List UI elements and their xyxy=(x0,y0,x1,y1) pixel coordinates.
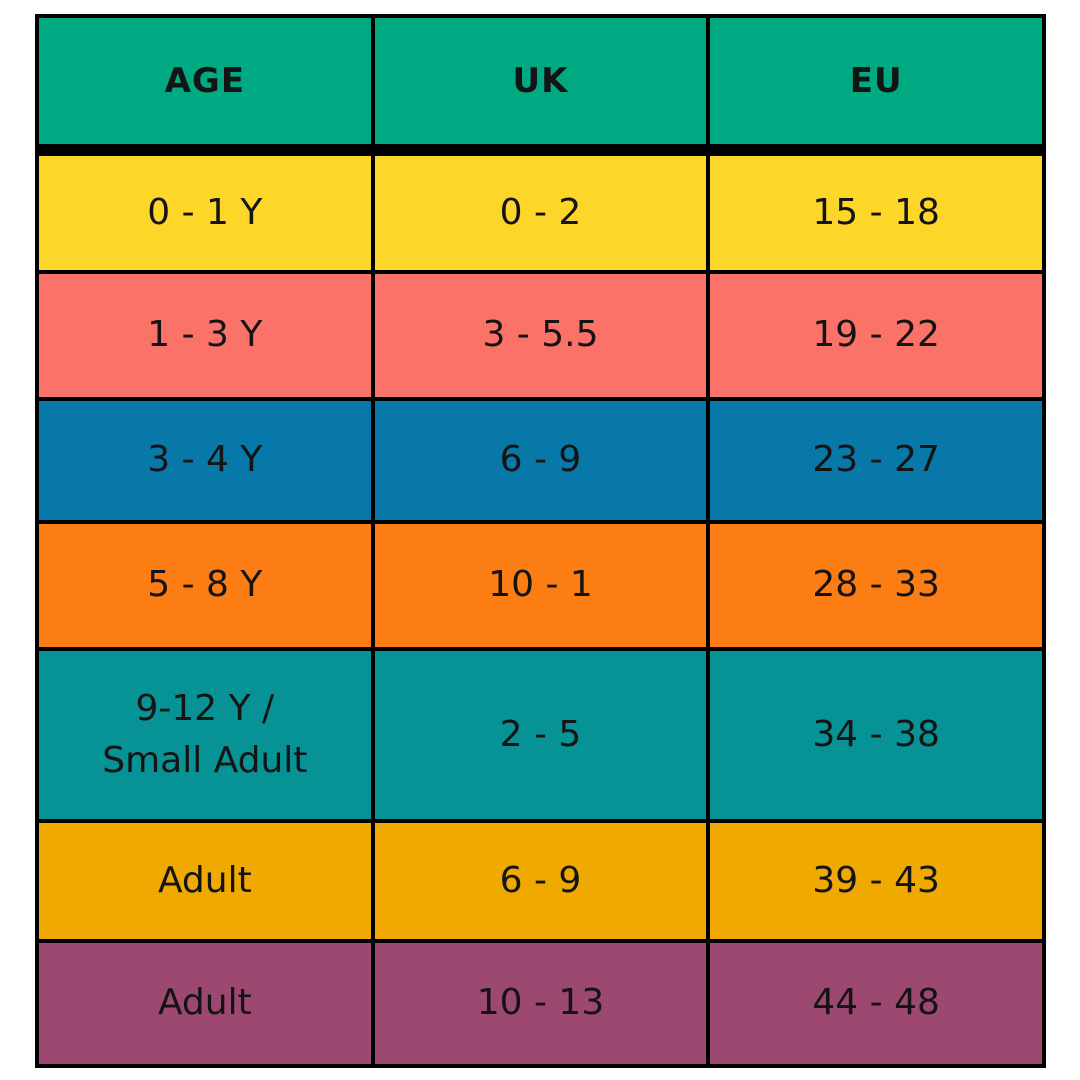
cell-eu: 28 - 33 xyxy=(706,520,1046,651)
table-header-row: AGE UK EU xyxy=(35,14,1046,156)
table-row: Adult 10 - 13 44 - 48 xyxy=(35,939,1046,1068)
cell-eu: 34 - 38 xyxy=(706,647,1046,823)
cell-uk: 0 - 2 xyxy=(370,148,711,274)
cell-age: 3 - 4 Y xyxy=(35,397,375,524)
column-header-uk: UK xyxy=(370,14,711,156)
cell-eu: 23 - 27 xyxy=(706,397,1046,524)
cell-eu: 39 - 43 xyxy=(706,819,1046,943)
table-row: 9-12 Y / Small Adult 2 - 5 34 - 38 xyxy=(35,647,1046,823)
cell-age: 1 - 3 Y xyxy=(35,270,375,401)
cell-uk: 6 - 9 xyxy=(370,397,711,524)
cell-uk: 3 - 5.5 xyxy=(370,270,711,401)
cell-eu: 15 - 18 xyxy=(706,148,1046,274)
table-row: 0 - 1 Y 0 - 2 15 - 18 xyxy=(35,148,1046,274)
table-row: Adult 6 - 9 39 - 43 xyxy=(35,819,1046,943)
cell-uk: 6 - 9 xyxy=(370,819,711,943)
cell-uk: 10 - 13 xyxy=(370,939,711,1068)
size-chart-table: AGE UK EU 0 - 1 Y 0 - 2 15 - 18 1 - 3 Y … xyxy=(35,14,1046,1068)
cell-eu: 19 - 22 xyxy=(706,270,1046,401)
cell-uk: 2 - 5 xyxy=(370,647,711,823)
cell-age: Adult xyxy=(35,939,375,1068)
cell-uk: 10 - 1 xyxy=(370,520,711,651)
cell-age: 0 - 1 Y xyxy=(35,148,375,274)
table-row: 1 - 3 Y 3 - 5.5 19 - 22 xyxy=(35,270,1046,401)
cell-age: Adult xyxy=(35,819,375,943)
column-header-eu: EU xyxy=(706,14,1046,156)
table-row: 3 - 4 Y 6 - 9 23 - 27 xyxy=(35,397,1046,524)
table-row: 5 - 8 Y 10 - 1 28 - 33 xyxy=(35,520,1046,651)
column-header-age: AGE xyxy=(35,14,375,156)
cell-eu: 44 - 48 xyxy=(706,939,1046,1068)
cell-age: 5 - 8 Y xyxy=(35,520,375,651)
cell-age: 9-12 Y / Small Adult xyxy=(35,647,375,823)
